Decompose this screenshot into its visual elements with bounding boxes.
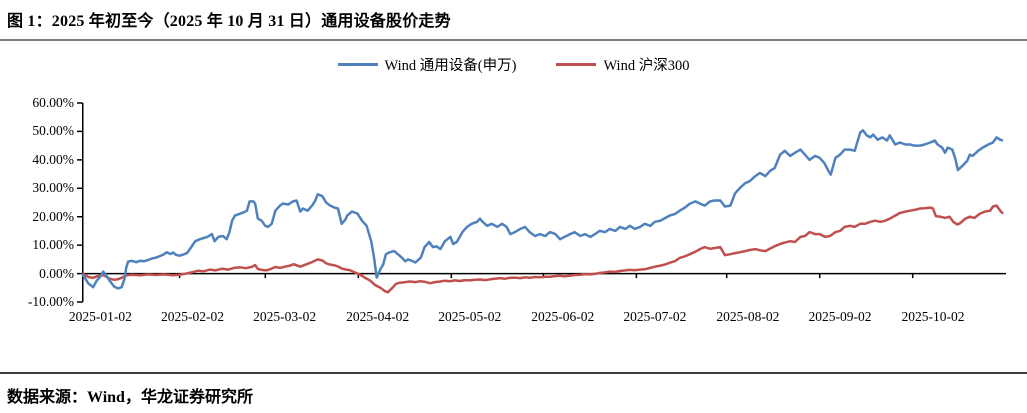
figure-title: 图 1：2025 年初至今（2025 年 10 月 31 日）通用设备股价走势 <box>7 13 451 30</box>
x-axis-label: 2025-07-02 <box>623 309 687 324</box>
x-axis-label: 2025-01-02 <box>68 309 132 324</box>
title-divider <box>0 39 1027 41</box>
legend-label: Wind 通用设备(申万) <box>384 57 517 74</box>
y-axis <box>77 102 84 303</box>
y-axis-label: 30.00% <box>32 180 74 196</box>
footer-divider <box>0 372 1027 374</box>
legend-item: Wind 通用设备(申万) <box>337 54 517 75</box>
legend-item: Wind 沪深300 <box>556 54 689 75</box>
x-axis-label: 2025-05-02 <box>438 309 502 324</box>
legend-line-swatch <box>556 62 597 66</box>
series-line-general-equipment <box>80 129 1004 290</box>
y-axis-label: 20.00% <box>32 208 74 224</box>
plot-area <box>77 102 1006 303</box>
y-axis-label: -10.00% <box>27 294 74 309</box>
chart-legend: Wind 通用设备(申万) Wind 沪深300 <box>0 53 1027 75</box>
x-axis-label: 2025-09-02 <box>808 309 872 324</box>
y-axis-label: 40.00% <box>32 151 74 167</box>
x-axis-label: 2025-02-02 <box>161 309 225 324</box>
line-chart <box>77 102 1006 303</box>
x-axis-label: 2025-08-02 <box>716 309 780 324</box>
y-axis-label: 50.00% <box>32 123 74 139</box>
y-axis-label: 0.00% <box>39 265 74 281</box>
data-source-note: 数据来源：Wind，华龙证券研究所 <box>7 389 253 406</box>
x-axis-label: 2025-06-02 <box>531 309 595 324</box>
series-line-csi300 <box>81 204 1004 294</box>
y-axis-label: 10.00% <box>32 237 74 253</box>
legend-label: Wind 沪深300 <box>603 57 690 74</box>
x-axis-label: 2025-03-02 <box>253 309 317 324</box>
legend-line-swatch <box>337 62 378 66</box>
y-axis-label: 60.00% <box>32 95 74 110</box>
x-axis-label: 2025-10-02 <box>901 309 965 324</box>
x-axis-label: 2025-04-02 <box>346 309 410 324</box>
